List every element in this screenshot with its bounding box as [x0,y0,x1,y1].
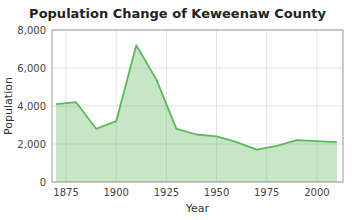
x-tick-label: 2000 [304,187,329,198]
plot-frame [52,30,343,182]
x-tick-label: 1900 [103,187,128,198]
x-tick-label: 1950 [204,187,229,198]
x-tick-label: 1975 [254,187,279,198]
area-line [56,45,337,150]
title: Population Change of Keweenaw County [29,6,326,21]
y-tick-label: 4,000 [17,101,46,112]
chart: 0 2,000 4,000 6,000 8,000 1875 1900 1925 1950 197… [0,0,355,220]
x-tick-label: 1875 [53,187,78,198]
area-fill [56,45,337,182]
x-tick-label: 1925 [154,187,179,198]
grid [52,30,343,182]
y-tick-label: 0 [40,177,46,188]
series [56,45,337,182]
y-tick-label: 2,000 [17,139,46,150]
x-axis-label: Year [185,202,210,215]
y-tick-label: 6,000 [17,63,46,74]
y-grid-line [52,106,343,107]
y-grid-line [52,68,343,69]
y-tick-label: 8,000 [17,25,46,36]
y-axis-label: Population [2,77,15,135]
